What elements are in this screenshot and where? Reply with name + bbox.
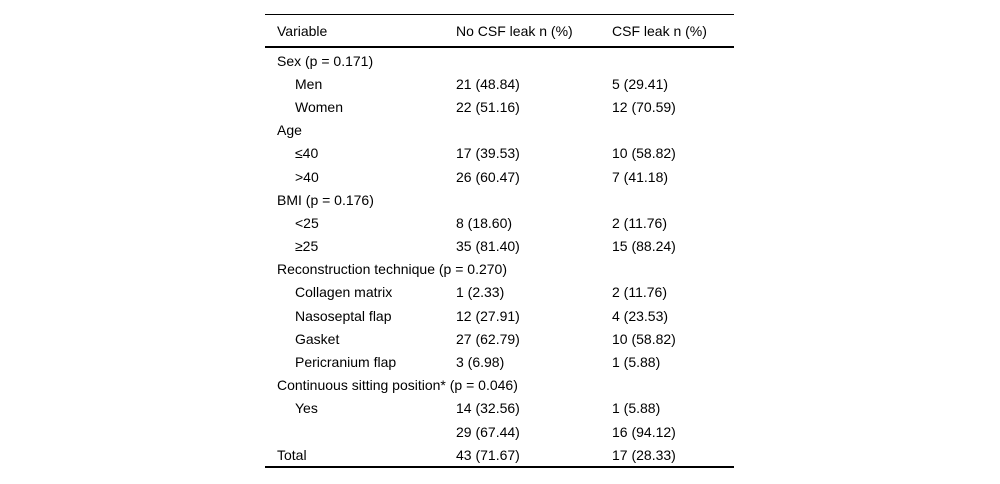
table-row: Collagen matrix 1 (2.33) 2 (11.76) [265,281,734,304]
row-no-leak-value: 22 (51.16) [456,98,520,115]
row-label: Collagen matrix [295,284,393,301]
row-no-leak-value: 1 (2.33) [456,284,505,301]
table-row: Gasket 27 (62.79) 10 (58.82) [265,327,734,350]
table-header-row: Variable No CSF leak n (%) CSF leak n (%… [265,15,734,46]
row-no-leak-value: 29 (67.44) [456,423,520,440]
table-row: Age [265,119,734,142]
row-no-leak-value: 14 (32.56) [456,400,520,417]
row-no-leak-value: 43 (71.67) [456,446,520,463]
row-leak-value: 2 (11.76) [612,214,667,231]
row-leak-value: 16 (94.12) [612,423,676,440]
table-row: Sex (p = 0.171) [265,49,734,72]
row-label: Sex (p = 0.171) [277,52,374,69]
table-row: <25 8 (18.60) 2 (11.76) [265,211,734,234]
row-label: BMI (p = 0.176) [277,191,374,208]
row-label: Women [295,98,343,115]
column-header-variable: Variable [277,22,328,39]
row-leak-value: 17 (28.33) [612,446,676,463]
row-label: Pericranium flap [295,354,397,371]
row-label: Gasket [295,330,340,347]
row-leak-value: 1 (5.88) [612,400,661,417]
table-row: Continuous sitting position* (p = 0.046) [265,374,734,397]
row-label: ≥25 [295,238,319,255]
table-row: Pericranium flap 3 (6.98) 1 (5.88) [265,350,734,373]
row-no-leak-value: 17 (39.53) [456,145,520,162]
row-no-leak-value: 12 (27.91) [456,307,520,324]
column-header-csf-leak: CSF leak n (%) [612,22,707,39]
table-row: Reconstruction technique (p = 0.270) [265,258,734,281]
table-row: BMI (p = 0.176) [265,188,734,211]
table-row: Yes 14 (32.56) 1 (5.88) [265,397,734,420]
row-leak-value: 10 (58.82) [612,145,676,162]
table-row: Women 22 (51.16) 12 (70.59) [265,95,734,118]
row-leak-value: 5 (29.41) [612,75,669,92]
row-label: Nasoseptal flap [295,307,392,324]
row-no-leak-value: 27 (62.79) [456,330,520,347]
row-leak-value: 15 (88.24) [612,238,676,255]
row-no-leak-value: 26 (60.47) [456,168,520,185]
row-no-leak-value: 3 (6.98) [456,354,505,371]
row-label: <25 [295,214,319,231]
row-leak-value: 4 (23.53) [612,307,669,324]
table-row: ≥25 35 (81.40) 15 (88.24) [265,235,734,258]
table-row: ≤40 17 (39.53) 10 (58.82) [265,142,734,165]
row-label: Yes [295,400,318,417]
table-row: Nasoseptal flap 12 (27.91) 4 (23.53) [265,304,734,327]
table-row: Men 21 (48.84) 5 (29.41) [265,72,734,95]
row-label: Total [277,446,307,463]
row-label: Continuous sitting position* (p = 0.046) [277,377,518,394]
row-no-leak-value: 21 (48.84) [456,75,520,92]
row-no-leak-value: 35 (81.40) [456,238,520,255]
baseline-characteristics-table: Variable No CSF leak n (%) CSF leak n (%… [265,14,734,469]
row-label: Reconstruction technique (p = 0.270) [277,261,507,278]
row-leak-value: 2 (11.76) [612,284,667,301]
table-header: Variable No CSF leak n (%) CSF leak n (%… [265,15,734,48]
table-row: Total 43 (71.67) 17 (28.33) [265,443,734,466]
row-label: Men [295,75,323,92]
row-leak-value: 12 (70.59) [612,98,676,115]
table-body: Sex (p = 0.171) Men 21 (48.84) 5 (29.41)… [265,48,734,466]
row-no-leak-value: 8 (18.60) [456,214,513,231]
row-leak-value: 10 (58.82) [612,330,676,347]
column-header-no-csf-leak: No CSF leak n (%) [456,22,573,39]
row-leak-value: 7 (41.18) [612,168,669,185]
table-row: >40 26 (60.47) 7 (41.18) [265,165,734,188]
row-leak-value: 1 (5.88) [612,354,661,371]
row-label: >40 [295,168,319,185]
row-label: Age [277,122,302,139]
table-row: 29 (67.44) 16 (94.12) [265,420,734,443]
row-label: ≤40 [295,145,319,162]
